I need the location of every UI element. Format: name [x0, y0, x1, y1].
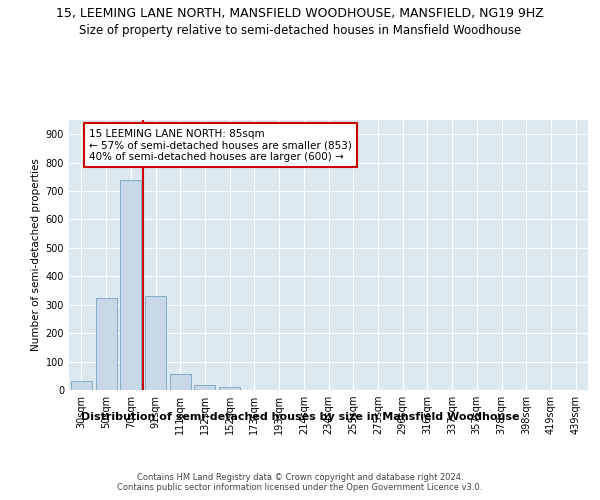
Bar [219, 387, 240, 390]
Text: 15, LEEMING LANE NORTH, MANSFIELD WOODHOUSE, MANSFIELD, NG19 9HZ: 15, LEEMING LANE NORTH, MANSFIELD WOODHO… [56, 8, 544, 20]
Bar [120, 180, 141, 390]
Bar [170, 374, 191, 390]
Bar [145, 296, 166, 390]
Bar [71, 380, 92, 390]
Text: Distribution of semi-detached houses by size in Mansfield Woodhouse: Distribution of semi-detached houses by … [81, 412, 519, 422]
Bar [95, 298, 116, 390]
Text: Contains HM Land Registry data © Crown copyright and database right 2024.
Contai: Contains HM Land Registry data © Crown c… [118, 472, 482, 492]
Text: Size of property relative to semi-detached houses in Mansfield Woodhouse: Size of property relative to semi-detach… [79, 24, 521, 37]
Y-axis label: Number of semi-detached properties: Number of semi-detached properties [31, 158, 41, 352]
Bar [194, 385, 215, 390]
Text: 15 LEEMING LANE NORTH: 85sqm
← 57% of semi-detached houses are smaller (853)
40%: 15 LEEMING LANE NORTH: 85sqm ← 57% of se… [89, 128, 352, 162]
